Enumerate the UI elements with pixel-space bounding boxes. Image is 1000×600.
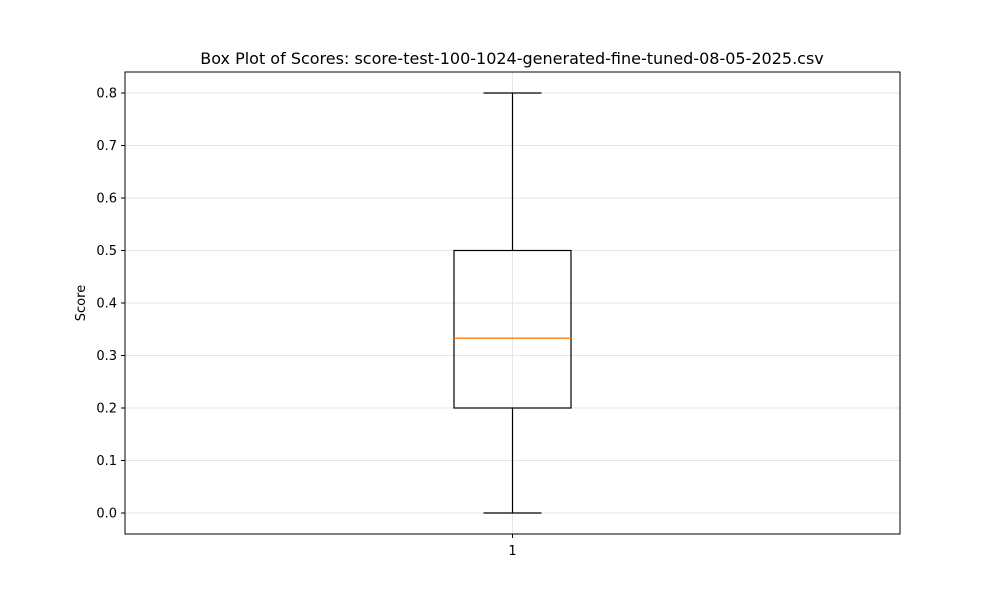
y-tick-label: 0.5	[96, 244, 117, 259]
box-iqr	[453, 249, 572, 409]
y-tick-label: 0.4	[96, 297, 117, 312]
y-tick-label: 0.1	[96, 454, 117, 469]
plot-frame	[124, 71, 901, 535]
y-tick-label: 0.7	[96, 139, 117, 154]
y-axis-label: Score	[74, 285, 89, 321]
y-tick-label: 0.0	[96, 507, 117, 522]
y-tick-label: 0.6	[96, 192, 117, 207]
x-tick-label: 1	[508, 544, 516, 559]
chart-title: Box Plot of Scores: score-test-100-1024-…	[200, 49, 824, 68]
y-tick-label: 0.3	[96, 349, 117, 364]
box-series	[453, 92, 572, 514]
y-tick-label: 0.2	[96, 402, 117, 417]
axes: 0.0 0.1 0.2 0.3 0.4 0.5 0.6 0.7 0.8 1	[96, 87, 516, 560]
y-tick-label: 0.8	[96, 87, 117, 102]
